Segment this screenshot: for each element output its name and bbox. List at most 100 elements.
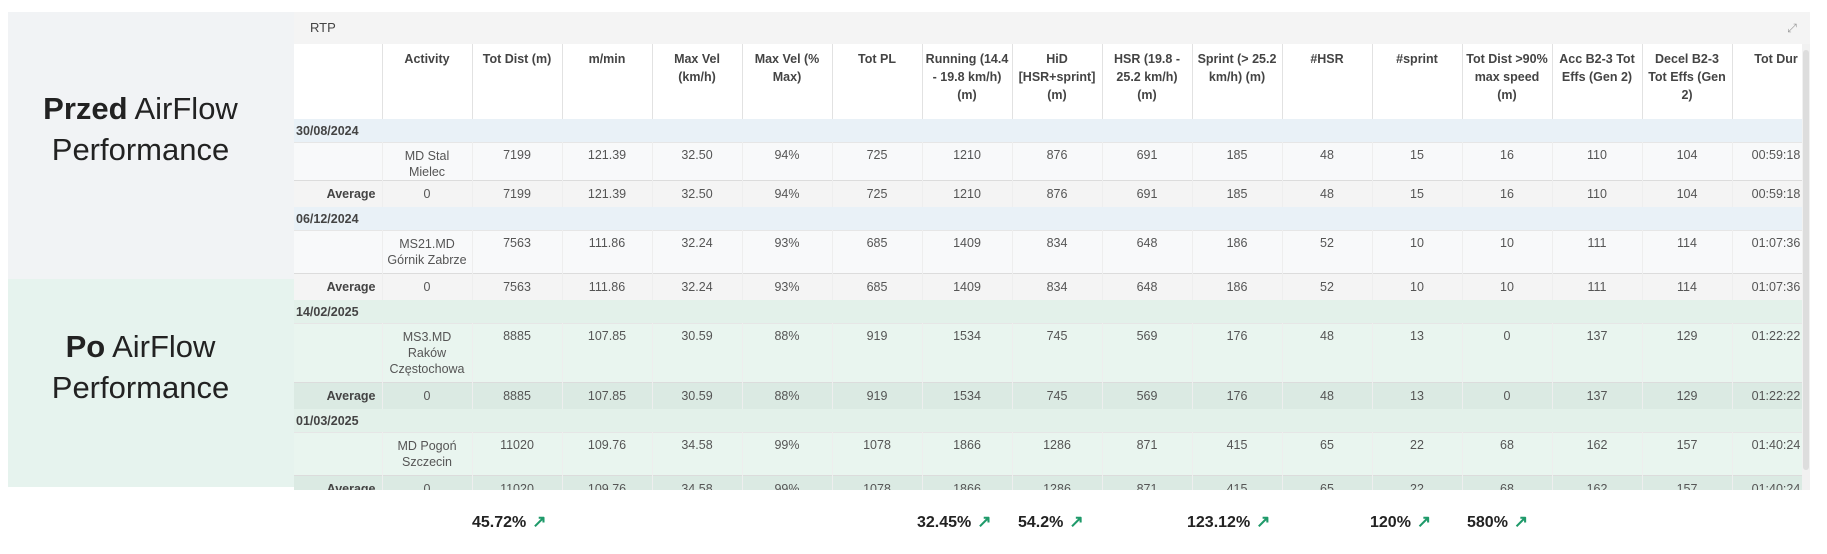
table-cell: 137 <box>1552 382 1643 409</box>
column-header[interactable]: Tot Dur <box>1732 44 1810 119</box>
table-cell: 88% <box>742 382 833 409</box>
table-cell: 48 <box>1282 180 1373 207</box>
activity-cell: MD Stal Mielec <box>382 142 473 181</box>
date-group-row: 01/03/2025 <box>294 409 1810 433</box>
arrow-up-right-icon: ↗ <box>1069 512 1084 531</box>
table-cell: 01:40:24 <box>1732 432 1810 476</box>
after-label-rest: AirFlow <box>105 329 216 364</box>
table-cell: 48 <box>1282 323 1373 383</box>
average-label: Average <box>294 273 383 300</box>
column-header[interactable]: Tot PL <box>832 44 923 119</box>
table-cell: 68 <box>1462 432 1553 476</box>
column-header[interactable]: Max Vel (km/h) <box>652 44 743 119</box>
table-cell: 157 <box>1642 475 1733 490</box>
activity-cell: MD Pogoń Szczecin <box>382 432 473 476</box>
table-cell: 834 <box>1012 273 1103 300</box>
table-cell: 129 <box>1642 382 1733 409</box>
table-cell: 01:22:22 <box>1732 323 1810 383</box>
table-cell: 65 <box>1282 475 1373 490</box>
table-cell: 01:07:36 <box>1732 273 1810 300</box>
column-header[interactable]: Tot Dist (m) <box>472 44 563 119</box>
table-row[interactable]: MD Pogoń Szczecin 11020 109.76 34.58 99% 1078… <box>294 432 1810 476</box>
column-header[interactable]: Tot Dist >90% max speed (m) <box>1462 44 1553 119</box>
table-cell: 111.86 <box>562 230 653 274</box>
column-header[interactable]: HiD [HSR+sprint] (m) <box>1012 44 1103 119</box>
table-cell: 88% <box>742 323 833 383</box>
vertical-scrollbar[interactable] <box>1802 44 1810 490</box>
table-cell: 10 <box>1462 273 1553 300</box>
average-row[interactable]: Average 0 7563 111.86 32.24 93% 685 1409 834 648 1… <box>294 273 1810 300</box>
column-header[interactable]: #sprint <box>1372 44 1463 119</box>
table-cell: 1866 <box>922 475 1013 490</box>
table-cell: 157 <box>1642 432 1733 476</box>
table-cell: 114 <box>1642 230 1733 274</box>
before-label-bold: Przed <box>43 91 128 126</box>
table-cell: 176 <box>1192 382 1283 409</box>
column-header[interactable]: Max Vel (% Max) <box>742 44 833 119</box>
average-row[interactable]: Average 0 8885 107.85 30.59 88% 919 1534 745 569 1… <box>294 382 1810 409</box>
table-cell: 871 <box>1102 475 1193 490</box>
column-header[interactable]: Decel B2-3 Tot Effs (Gen 2) <box>1642 44 1733 119</box>
table-cell: 13 <box>1372 323 1463 383</box>
column-header[interactable]: HSR (19.8 - 25.2 km/h) (m) <box>1102 44 1193 119</box>
table-cell: 1286 <box>1012 432 1103 476</box>
table-cell: 99% <box>742 475 833 490</box>
table-cell: 52 <box>1282 230 1373 274</box>
table-cell: 30.59 <box>652 323 743 383</box>
arrow-up-right-icon: ↗ <box>1513 512 1529 531</box>
before-label: Przed AirFlow Performance <box>8 88 273 170</box>
table-cell: 111 <box>1552 273 1643 300</box>
table-cell: 93% <box>742 230 833 274</box>
column-header[interactable]: #HSR <box>1282 44 1373 119</box>
rtp-report-panel: RTP ⤢ Activity Tot Dist (m) m/min Max Vel (… <box>294 12 1810 490</box>
table-row[interactable]: MS3.MD Raków Częstochowa 8885 107.85 30.59 8… <box>294 323 1810 383</box>
date-label: 01/03/2025 <box>294 409 1810 433</box>
column-header[interactable]: Activity <box>382 44 473 119</box>
table-cell: 0 <box>382 475 473 490</box>
table-cell: 8885 <box>472 323 563 383</box>
arrow-up-right-icon: ↗ <box>977 512 992 531</box>
average-row[interactable]: Average 0 11020 109.76 34.58 99% 1078 1866 1286 8… <box>294 475 1810 490</box>
table-row[interactable]: MD Stal Mielec 7199 121.39 32.50 94% 725 1210 8… <box>294 142 1810 181</box>
panel-title: RTP <box>310 20 336 35</box>
column-header[interactable]: m/min <box>562 44 653 119</box>
table-cell: 0 <box>382 382 473 409</box>
table-cell: 48 <box>1282 142 1373 181</box>
change-percentage: 45.72% ↗ <box>472 512 547 532</box>
table-cell: 137 <box>1552 323 1643 383</box>
table-cell: 569 <box>1102 382 1193 409</box>
column-header[interactable] <box>294 44 383 119</box>
table-cell: 876 <box>1012 142 1103 181</box>
table-cell: 745 <box>1012 382 1103 409</box>
average-row[interactable]: Average 0 7199 121.39 32.50 94% 725 1210 876 691 1… <box>294 180 1810 207</box>
expand-icon[interactable]: ⤢ <box>1787 21 1797 35</box>
table-cell: 109.76 <box>562 475 653 490</box>
column-header[interactable]: Sprint (> 25.2 km/h) (m) <box>1192 44 1283 119</box>
table-cell: 32.50 <box>652 180 743 207</box>
table-cell: 121.39 <box>562 142 653 181</box>
table-cell: 876 <box>1012 180 1103 207</box>
table-cell: 22 <box>1372 432 1463 476</box>
table-cell: 7199 <box>472 142 563 181</box>
column-header[interactable]: Acc B2-3 Tot Effs (Gen 2) <box>1552 44 1643 119</box>
table-cell: 415 <box>1192 475 1283 490</box>
column-header[interactable]: Running (14.4 - 19.8 km/h) (m) <box>922 44 1013 119</box>
table-cell: 685 <box>832 273 923 300</box>
table-cell: 11020 <box>472 432 563 476</box>
table-cell: 111.86 <box>562 273 653 300</box>
table-cell: 99% <box>742 432 833 476</box>
table-cell: 691 <box>1102 180 1193 207</box>
table-cell: 34.58 <box>652 432 743 476</box>
change-percentage: 580% ↗ <box>1467 512 1528 532</box>
table-cell: 10 <box>1372 230 1463 274</box>
table-cell: 162 <box>1552 432 1643 476</box>
table-cell: 52 <box>1282 273 1373 300</box>
table-row[interactable]: MS21.MD Górnik Zabrze 7563 111.86 32.24 93% 6… <box>294 230 1810 274</box>
table-cell: 871 <box>1102 432 1193 476</box>
table-cell: 7199 <box>472 180 563 207</box>
date-label: 30/08/2024 <box>294 119 1810 143</box>
scrollbar-thumb[interactable] <box>1803 50 1809 470</box>
table-cell: 176 <box>1192 323 1283 383</box>
table-cell: 104 <box>1642 180 1733 207</box>
date-label: 06/12/2024 <box>294 207 1810 231</box>
